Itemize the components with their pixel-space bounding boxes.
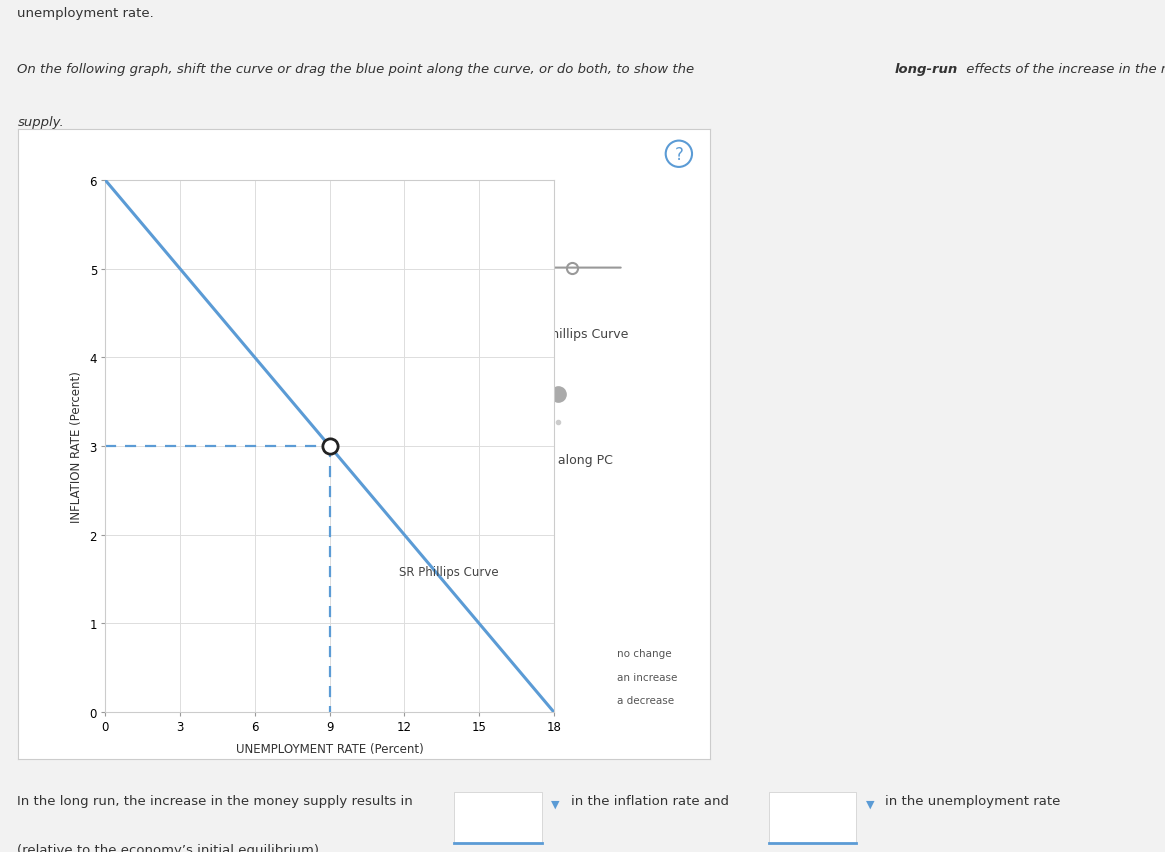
Text: ▼: ▼	[866, 799, 874, 809]
Text: effects of the increase in the money: effects of the increase in the money	[962, 63, 1165, 77]
Text: SR Phillips Curve: SR Phillips Curve	[523, 328, 629, 341]
Text: in the inflation rate and: in the inflation rate and	[571, 794, 729, 808]
Text: In the long run, the increase in the money supply results in: In the long run, the increase in the mon…	[17, 794, 414, 808]
Text: ?: ?	[675, 146, 684, 164]
Text: On the following graph, shift the curve or drag the blue point along the curve, : On the following graph, shift the curve …	[17, 63, 699, 77]
Text: long-run: long-run	[895, 63, 958, 77]
Text: unemployment rate.: unemployment rate.	[17, 7, 154, 20]
Y-axis label: INFLATION RATE (Percent): INFLATION RATE (Percent)	[70, 371, 83, 522]
Text: ▼: ▼	[551, 799, 559, 809]
Text: an increase: an increase	[616, 671, 677, 682]
Text: no change: no change	[444, 648, 499, 658]
Text: no change: no change	[616, 648, 671, 658]
Text: Point along PC: Point along PC	[523, 454, 613, 467]
FancyBboxPatch shape	[769, 792, 856, 843]
Text: (relative to the economy’s initial equilibrium).: (relative to the economy’s initial equil…	[17, 843, 324, 852]
Text: SR Phillips Curve: SR Phillips Curve	[400, 565, 499, 578]
Text: supply.: supply.	[17, 116, 64, 130]
FancyBboxPatch shape	[454, 792, 542, 843]
X-axis label: UNEMPLOYMENT RATE (Percent): UNEMPLOYMENT RATE (Percent)	[235, 742, 424, 755]
Text: an increase: an increase	[444, 671, 504, 682]
Text: in the unemployment rate: in the unemployment rate	[885, 794, 1061, 808]
Text: a decrease: a decrease	[616, 695, 673, 705]
Text: a decrease: a decrease	[444, 695, 501, 705]
